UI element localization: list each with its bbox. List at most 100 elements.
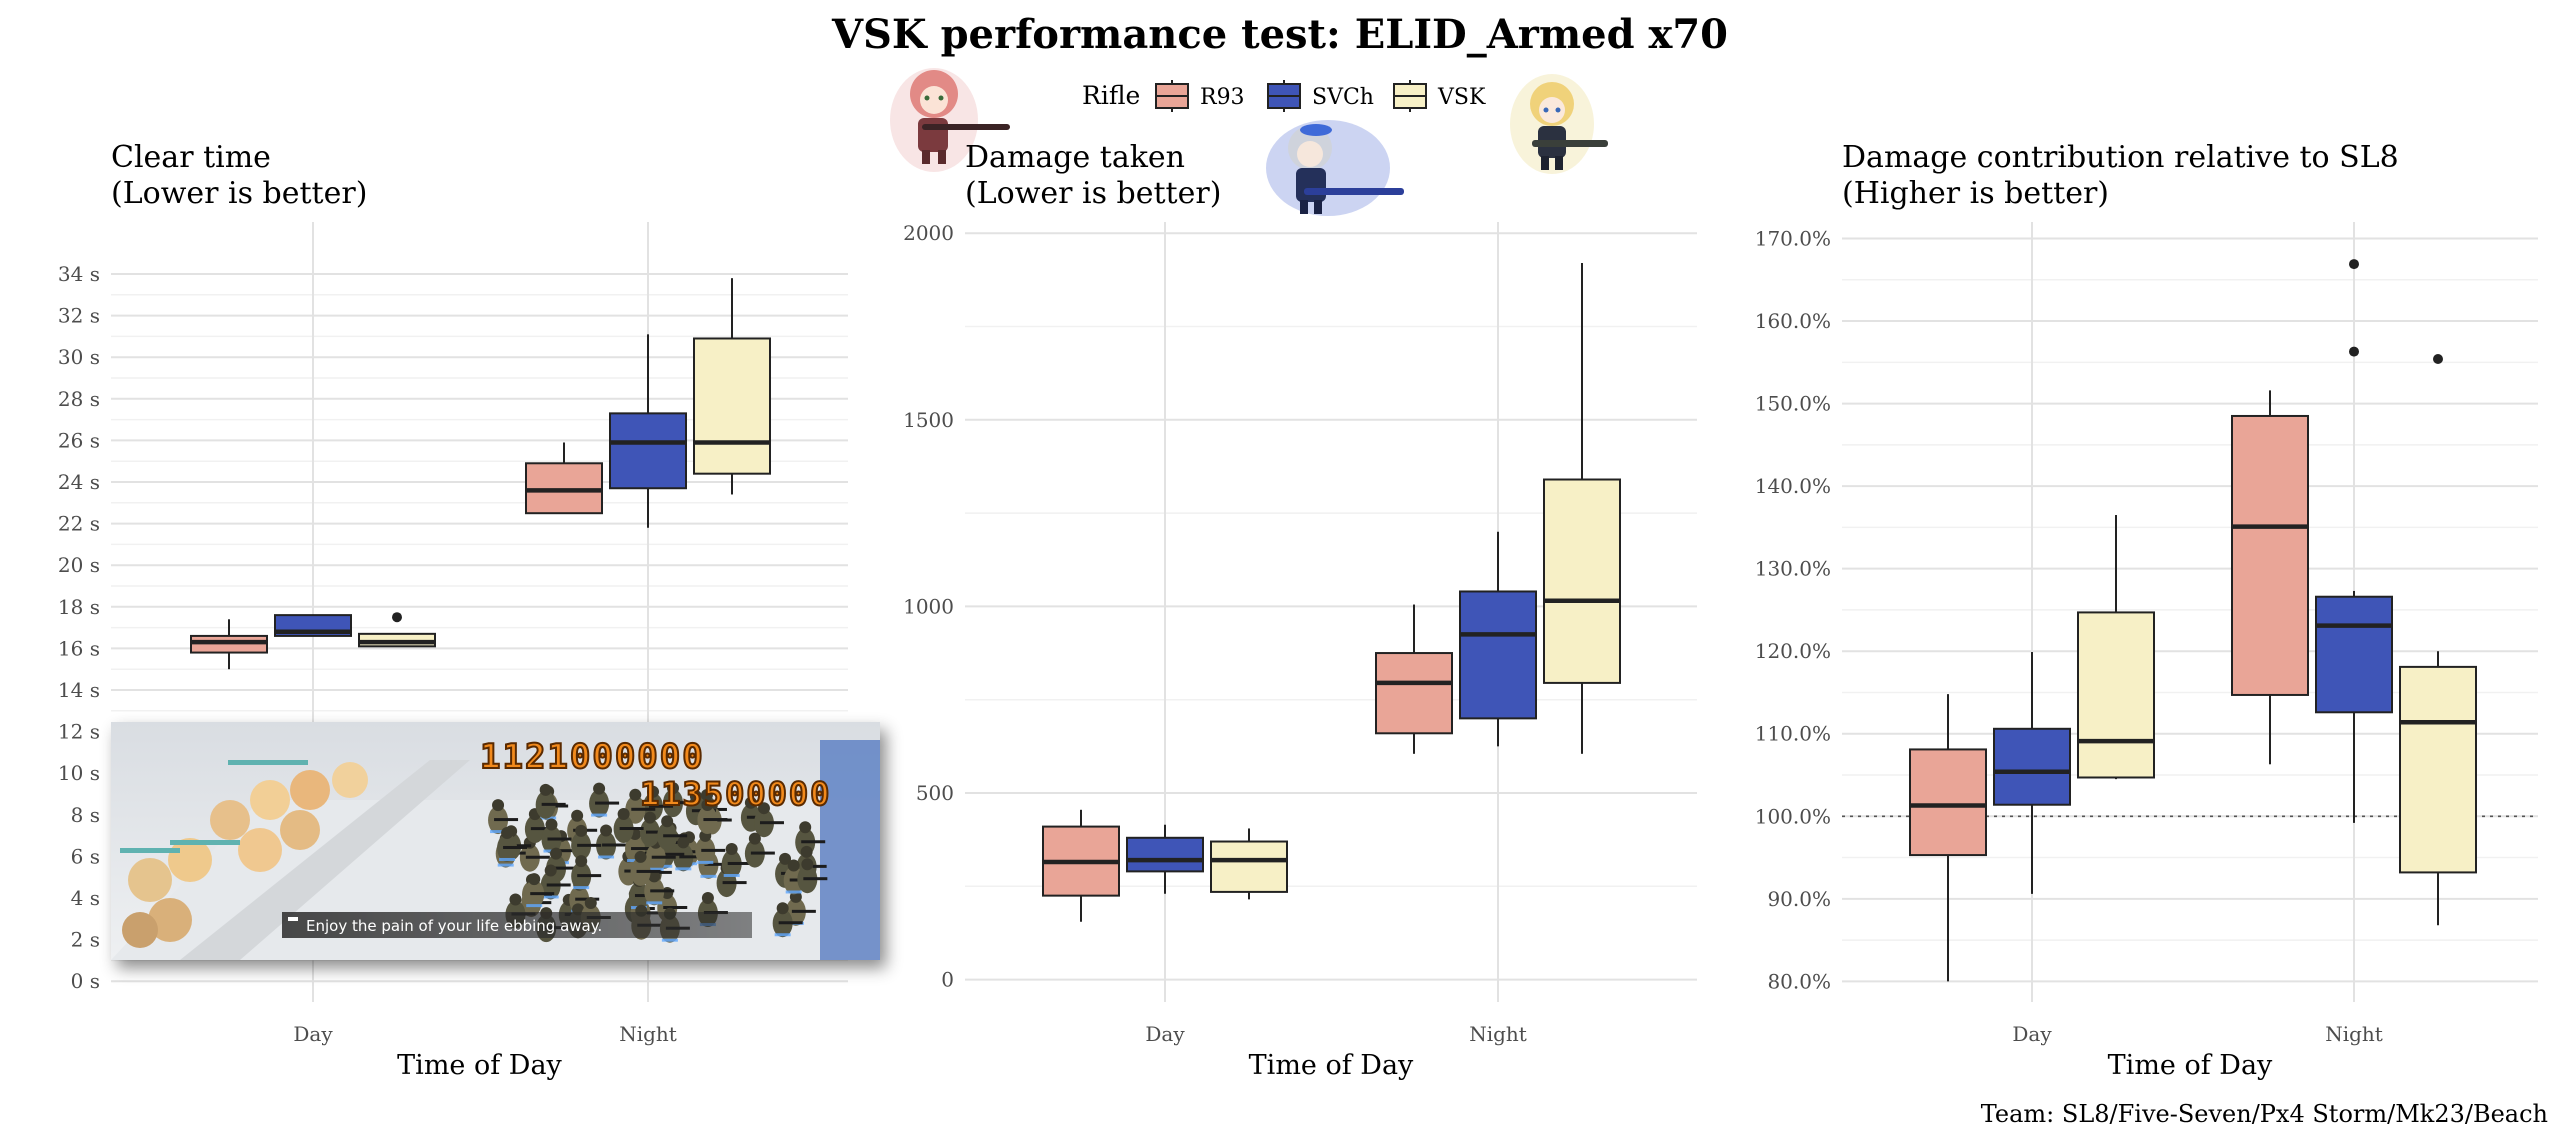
y-tick-label: 1000 [903, 594, 954, 618]
box-vsk-night [693, 278, 771, 495]
legend-title: Rifle [1082, 81, 1140, 110]
box-svch-night [1459, 531, 1537, 747]
box-iqr [1993, 727, 2071, 806]
y-tick-label: 10 s [58, 761, 100, 785]
y-tick-label: 6 s [71, 844, 100, 868]
x-axis-label: Time of Day [397, 1050, 562, 1081]
enemy-soldier [571, 855, 602, 891]
y-tick-label: 32 s [58, 304, 100, 328]
box-svch-day [274, 614, 352, 637]
box-r93-day [190, 619, 268, 670]
y-tick-label: 4 s [71, 886, 100, 910]
y-tick-label: 80.0% [1767, 969, 1831, 993]
legend: Rifle R93 SVCh VSK [1082, 80, 1486, 112]
panel-2: 0 500 1000 1500 2000 Damage taken(Lower is be… [903, 140, 1697, 1081]
box-r93-day [1909, 694, 1987, 982]
box-iqr [1543, 478, 1621, 684]
damage-number-text-2: 113500000 [640, 775, 831, 813]
y-tick-label: 2 s [71, 928, 100, 952]
x-tick-label: Day [293, 1022, 333, 1046]
legend-label: R93 [1200, 85, 1245, 110]
x-tick-label: Night [1469, 1022, 1527, 1046]
enemy-soldier [721, 842, 752, 878]
damage-number-text: 1121000000 [480, 737, 705, 777]
outlier-point [2349, 346, 2359, 357]
y-tick-label: 500 [916, 781, 954, 805]
y-tick-label: 1500 [903, 408, 954, 432]
enemy-soldier [541, 818, 572, 854]
y-tick-label: 30 s [58, 345, 100, 369]
enemy-soldier [535, 783, 566, 819]
box-iqr [1459, 590, 1537, 720]
enemy-soldier [744, 832, 775, 868]
box-r93-night [1375, 604, 1453, 754]
box-vsk-day [2077, 515, 2155, 780]
box-iqr [1375, 652, 1453, 735]
panel-1: 0 s 2 s 4 s 6 s 8 s 10 s 12 s 14 s 16 s 18 s 20 s 2… [58, 140, 848, 1081]
box-svch-night [609, 334, 687, 528]
y-tick-label: 24 s [58, 470, 100, 494]
enemy-soldier [613, 808, 644, 844]
enemy-soldier [625, 788, 656, 824]
game-screenshot: 1121000000 113500000 Enjoy the pain of y… [111, 722, 880, 960]
legend-label: VSK [1437, 85, 1486, 110]
box-iqr [1126, 836, 1204, 873]
y-tick-label: 26 s [58, 428, 100, 452]
box-vsk-night [2399, 354, 2477, 926]
enemy-soldier [571, 824, 602, 860]
box-iqr [2077, 611, 2155, 779]
enemy-soldier [630, 850, 661, 886]
y-tick-label: 12 s [58, 720, 100, 744]
legend-item-svch: SVCh [1267, 80, 1374, 112]
y-tick-label: 34 s [58, 262, 100, 286]
y-tick-label: 130.0% [1755, 557, 1831, 581]
legend-item-r93: R93 [1155, 80, 1245, 112]
y-tick-label: 120.0% [1755, 639, 1831, 663]
y-tick-label: 28 s [58, 387, 100, 411]
y-tick-label: 170.0% [1755, 227, 1831, 251]
enemy-soldier [497, 826, 528, 862]
box-iqr [2399, 665, 2477, 874]
enemy-soldier [644, 870, 675, 906]
doll-squad-group [120, 760, 368, 948]
x-tick-label: Night [2325, 1022, 2383, 1046]
legend-label: SVCh [1312, 85, 1374, 110]
panel-subtitle: (Lower is better) [111, 176, 367, 211]
enemy-soldier [753, 802, 784, 838]
box-svch-night [2315, 259, 2393, 823]
box-svch-day [1993, 652, 2071, 894]
y-tick-label: 2000 [903, 221, 954, 245]
y-tick-label: 8 s [71, 803, 100, 827]
box-svch-day [1126, 824, 1204, 894]
box-iqr [2231, 414, 2309, 696]
box-iqr [609, 412, 687, 490]
enemy-soldier [697, 799, 728, 835]
enemy-horde-group [488, 782, 828, 943]
box-iqr [1909, 748, 1987, 857]
panel-title: Damage taken [965, 140, 1185, 175]
figure-caption: Team: SL8/Five-Seven/Px4 Storm/Mk23/Beac… [1981, 1100, 2548, 1128]
box-iqr [1210, 840, 1288, 893]
x-axis-label: Time of Day [1249, 1050, 1414, 1081]
box-r93-day [1042, 809, 1120, 922]
y-tick-label: 150.0% [1755, 392, 1831, 416]
panel-title: Clear time [111, 140, 271, 175]
enemy-soldier [524, 873, 555, 909]
y-tick-label: 140.0% [1755, 474, 1831, 498]
enemy-soldier [589, 782, 620, 818]
box-vsk-night [1543, 263, 1621, 754]
svch-character-image [1266, 120, 1404, 216]
outlier-point [2349, 259, 2359, 270]
outlier-point [2433, 354, 2443, 365]
y-tick-label: 22 s [58, 512, 100, 536]
screenshot-subtitle: Enjoy the pain of your life ebbing away. [306, 917, 602, 935]
x-tick-label: Day [1145, 1022, 1185, 1046]
panel-title: Damage contribution relative to SL8 [1842, 140, 2399, 175]
x-tick-label: Day [2012, 1022, 2052, 1046]
box-iqr [2315, 595, 2393, 714]
figure-title: VSK performance test: ELID_Armed x70 [831, 11, 1728, 58]
box-r93-night [2231, 390, 2309, 765]
panel-3: 80.0% 90.0% 100.0% 110.0% 120.0% 130.0% 140.0%… [1755, 140, 2538, 1081]
box-vsk-day [1210, 828, 1288, 900]
